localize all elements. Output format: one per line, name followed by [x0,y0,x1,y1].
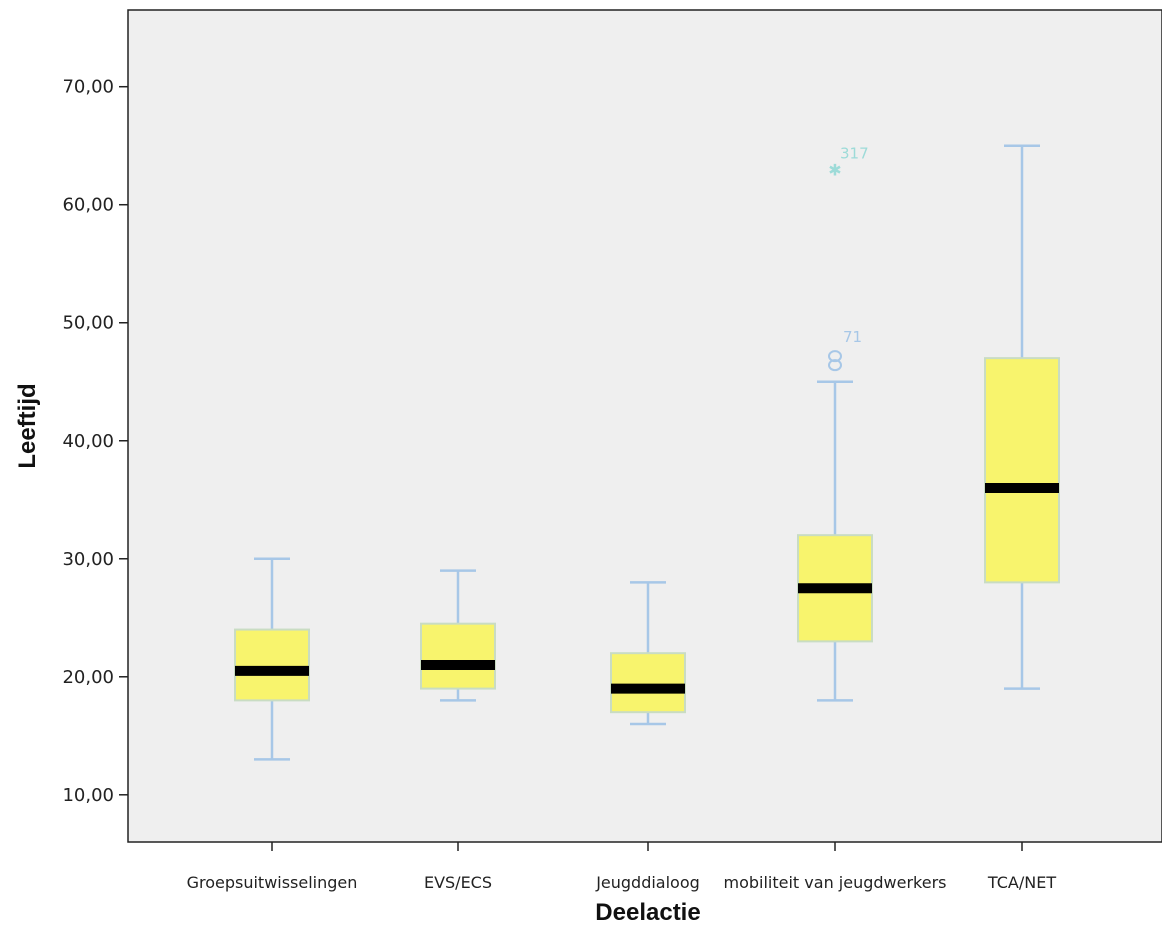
y-axis-title: Leeftijd [14,383,41,468]
box-group [610,581,686,726]
y-tick-label: 10,00 [62,785,114,806]
x-axis: Groepsuitwisselingen EVS/ECS Jeugddialoog m… [187,842,1056,892]
box-iqr [984,357,1060,584]
y-axis: 10,00 20,00 30,00 40,00 50,00 60,00 70,00 [62,77,128,806]
box-iqr [234,628,310,702]
y-tick-label: 70,00 [62,77,114,98]
x-tick-label: TCA/NET [987,873,1056,892]
box-iqr [610,652,686,714]
outlier-label: 317 [840,144,869,162]
x-tick-label: EVS/ECS [424,873,492,892]
x-tick-label: mobiliteit van jeugdwerkers [724,873,947,892]
outlier-star: ✱ [828,160,841,179]
y-tick-label: 40,00 [62,431,114,452]
box-group [420,569,496,702]
box-iqr [420,622,496,690]
y-tick-label: 20,00 [62,667,114,688]
box-group [234,557,310,761]
x-axis-title: Deelactie [595,899,700,925]
outlier-label: 71 [843,328,862,346]
boxes-layer: 71 ✱317 [234,144,1060,761]
outlier-circle [828,359,842,372]
y-tick-label: 60,00 [62,195,114,216]
box-group [984,144,1060,690]
y-tick-label: 30,00 [62,549,114,570]
x-tick-label: Groepsuitwisselingen [187,873,358,892]
box-group: 71 ✱317 [797,144,873,702]
x-tick-label: Jeugddialoog [595,873,700,892]
y-tick-label: 50,00 [62,313,114,334]
